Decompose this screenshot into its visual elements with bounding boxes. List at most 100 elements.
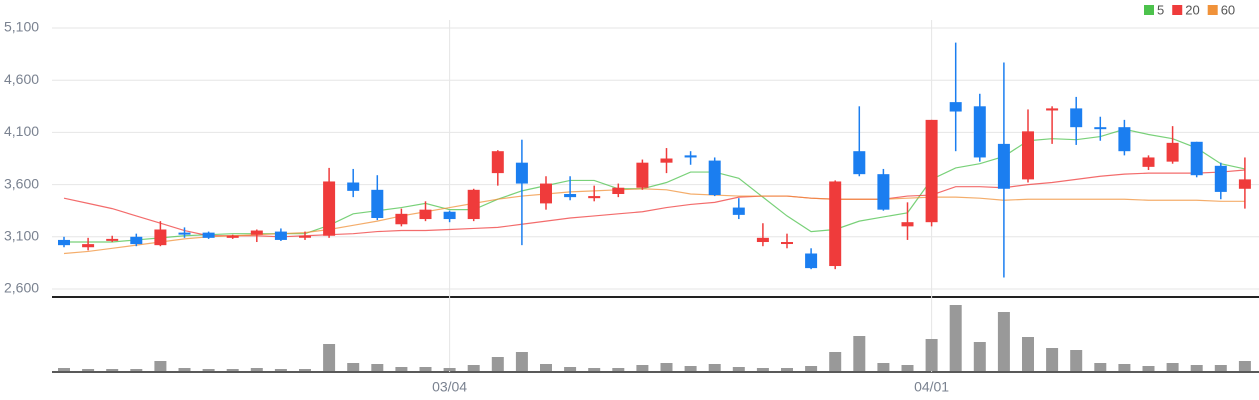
volume-bar bbox=[660, 363, 673, 371]
candle-body bbox=[636, 162, 649, 188]
candle-body bbox=[250, 230, 263, 235]
volume-bar bbox=[853, 336, 866, 371]
volume-bar bbox=[371, 364, 384, 371]
volume-bar bbox=[1166, 363, 1179, 371]
volume-bar bbox=[756, 368, 769, 371]
y-tick-label: 2,600 bbox=[4, 280, 39, 296]
volume-bar bbox=[419, 367, 432, 371]
candle-body bbox=[1118, 127, 1131, 152]
candle-body bbox=[925, 119, 938, 223]
candle-body bbox=[805, 253, 818, 269]
candle-body bbox=[515, 162, 528, 184]
candle-body bbox=[467, 189, 480, 220]
candle-body bbox=[178, 232, 191, 235]
candle-body bbox=[1142, 157, 1155, 167]
candle-body bbox=[226, 235, 239, 238]
candle-body bbox=[1190, 141, 1203, 176]
volume-bar bbox=[395, 367, 408, 371]
y-tick-label: 3,100 bbox=[4, 228, 39, 244]
x-tick-label: 03/04 bbox=[432, 379, 467, 395]
volume-bar bbox=[540, 364, 552, 371]
candle-body bbox=[106, 238, 119, 241]
volume-bar bbox=[732, 367, 745, 371]
candle-body bbox=[491, 151, 504, 174]
candle-body bbox=[1214, 165, 1227, 192]
legend-label: 20 bbox=[1185, 2, 1199, 17]
candle-body bbox=[58, 239, 70, 246]
candle-body bbox=[901, 222, 914, 227]
volume-bar bbox=[949, 305, 962, 371]
volume-bar bbox=[588, 368, 601, 371]
candle-body bbox=[997, 143, 1010, 189]
candle-body bbox=[732, 207, 745, 215]
volume-bar bbox=[106, 369, 119, 371]
y-tick-label: 4,600 bbox=[4, 71, 39, 87]
candle-body bbox=[708, 160, 721, 196]
candle-body bbox=[660, 158, 673, 163]
volume-bar bbox=[997, 312, 1010, 371]
volume-bar bbox=[299, 369, 311, 371]
volume-bar bbox=[829, 352, 842, 371]
candle-body bbox=[1094, 127, 1107, 130]
volume-bar bbox=[154, 361, 167, 371]
y-tick-label: 3,600 bbox=[4, 175, 39, 191]
candle-body bbox=[781, 242, 793, 245]
volume-bar bbox=[491, 357, 504, 371]
candle-body bbox=[154, 229, 167, 246]
volume-bar bbox=[973, 342, 986, 371]
candle-body bbox=[949, 102, 962, 112]
x-tick-label: 04/01 bbox=[914, 379, 949, 395]
volume-bar bbox=[781, 368, 793, 371]
candle-body bbox=[684, 155, 697, 158]
volume-bar bbox=[515, 352, 528, 371]
grid bbox=[52, 20, 1259, 372]
candle-body bbox=[1046, 108, 1059, 111]
volume-bar bbox=[202, 369, 215, 371]
legend-label: 60 bbox=[1221, 2, 1235, 17]
ma-line bbox=[63, 188, 1245, 255]
candle-body bbox=[756, 237, 769, 243]
candle-body bbox=[299, 235, 311, 238]
volume-bar bbox=[226, 369, 239, 371]
candle-body bbox=[82, 244, 95, 248]
candle-body bbox=[588, 196, 601, 199]
candle-body bbox=[443, 211, 456, 220]
volume-bar bbox=[1118, 364, 1131, 371]
volume-bar bbox=[1238, 361, 1251, 371]
legend-swatch bbox=[1144, 5, 1154, 15]
y-tick-label: 5,100 bbox=[4, 19, 39, 35]
candle-body bbox=[323, 181, 336, 236]
volume-bar bbox=[1094, 363, 1107, 371]
y-tick-label: 4,100 bbox=[4, 123, 39, 139]
legend-label: 5 bbox=[1157, 2, 1164, 17]
candle-body bbox=[612, 187, 625, 194]
candle-body bbox=[419, 209, 432, 220]
volume-bar bbox=[58, 368, 70, 371]
volume-bar bbox=[684, 366, 697, 371]
candle-body bbox=[973, 106, 986, 158]
volume-bar bbox=[347, 363, 360, 371]
candle-body bbox=[1238, 179, 1251, 189]
volume-bar bbox=[564, 367, 577, 371]
volume-bar bbox=[708, 364, 721, 371]
candle-body bbox=[371, 189, 384, 219]
volume-bar bbox=[274, 369, 287, 371]
volume-bar bbox=[1214, 365, 1227, 371]
volume-bar bbox=[805, 366, 818, 371]
candle-body bbox=[829, 181, 842, 267]
volume-bar bbox=[901, 365, 914, 371]
volume-bar bbox=[1070, 350, 1083, 371]
volume-bar bbox=[467, 365, 480, 371]
volume-bar bbox=[1022, 337, 1034, 371]
candle-body bbox=[347, 182, 360, 191]
candle-body bbox=[274, 231, 287, 240]
volume-bar bbox=[1142, 366, 1155, 371]
candle-body bbox=[130, 236, 143, 245]
volume-bar bbox=[636, 365, 649, 371]
candle-body bbox=[564, 193, 577, 198]
volume-bar bbox=[1190, 365, 1203, 371]
candle-body bbox=[877, 174, 890, 210]
candle-body bbox=[1166, 142, 1179, 162]
candle-body bbox=[540, 183, 552, 204]
